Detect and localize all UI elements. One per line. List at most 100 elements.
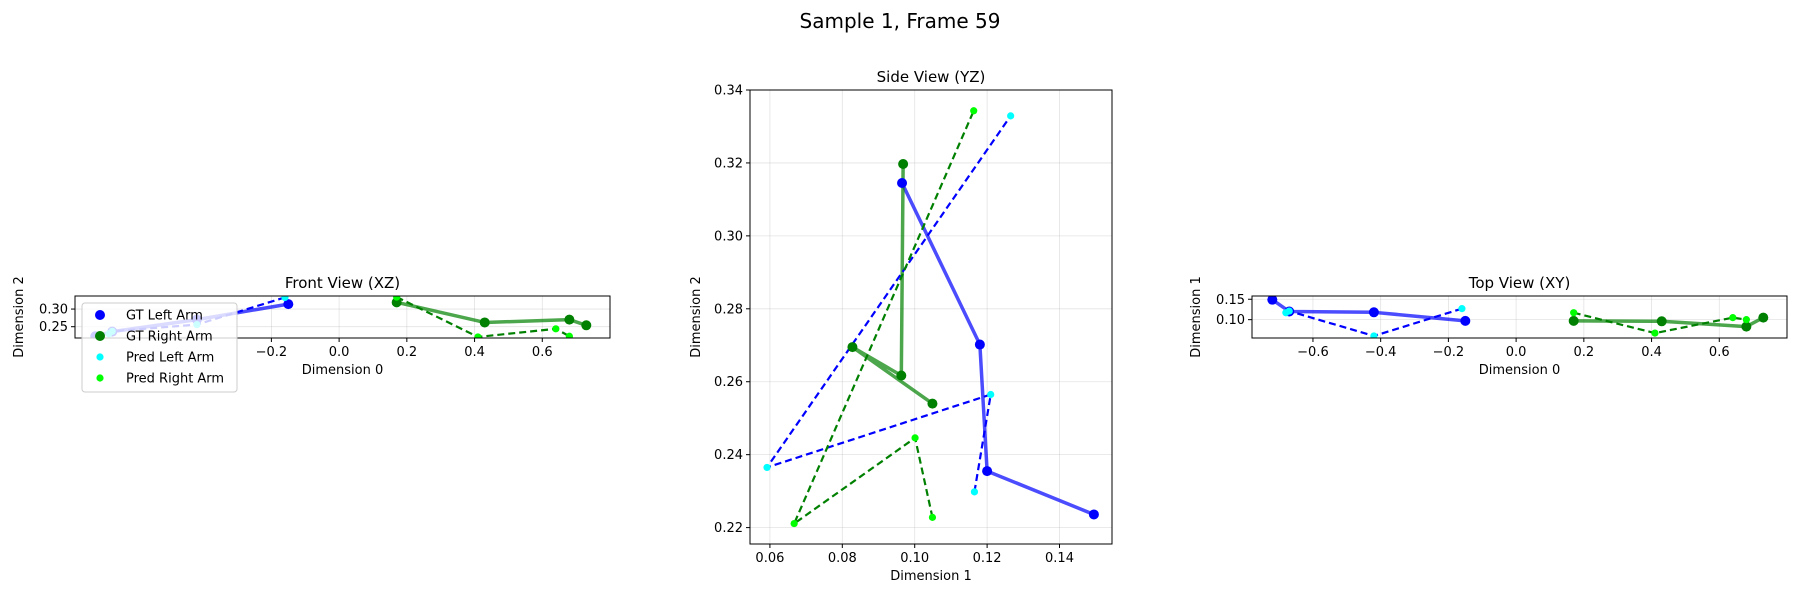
side-ylabel: Dimension 2 xyxy=(689,276,704,358)
top-point-pred-left-arm-1 xyxy=(1370,332,1378,338)
front-title: Front View (XZ) xyxy=(285,274,400,292)
side-ytick-label-4: 0.30 xyxy=(714,229,743,244)
top-title: Top View (XY) xyxy=(1468,274,1571,292)
front-point-pred-right-arm-1 xyxy=(474,333,482,338)
top-xtick-label-2: −0.2 xyxy=(1433,345,1465,360)
front-point-gt-left-arm-0 xyxy=(283,299,294,310)
side-title: Side View (YZ) xyxy=(877,68,986,86)
side-line-pred-right-arm xyxy=(791,110,975,527)
top-point-pred-right-arm-0 xyxy=(1570,309,1578,317)
side-xlabel: Dimension 1 xyxy=(890,569,972,584)
front-point-gt-right-arm-0 xyxy=(391,297,402,308)
top-ylabel: Dimension 1 xyxy=(1189,276,1204,358)
front-ytick-label-1: 0.30 xyxy=(39,303,68,318)
side-xtick-label-0: 0.06 xyxy=(755,551,784,566)
legend-marker-gt-left-arm xyxy=(95,310,105,320)
legend-label-pred-left-arm: Pred Left Arm xyxy=(126,351,214,366)
top-xtick-label-0: −0.6 xyxy=(1297,345,1329,360)
front-frame xyxy=(74,295,611,339)
side-point-gt-right-arm-0 xyxy=(898,159,909,170)
legend-label-gt-left-arm: GT Left Arm xyxy=(126,309,203,324)
side-xtick-label-2: 0.10 xyxy=(900,551,929,566)
front-xtick-label-0: −0.2 xyxy=(256,345,288,360)
side-point-gt-left-arm-1 xyxy=(974,339,985,350)
front-xtick-label-1: 0.0 xyxy=(329,345,350,360)
top-point-gt-left-arm-3 xyxy=(1267,296,1278,305)
side-xtick-label-1: 0.08 xyxy=(828,551,857,566)
front-point-gt-right-arm-2 xyxy=(564,314,575,325)
side-ytick-label-2: 0.26 xyxy=(714,375,743,390)
side-point-pred-right-arm-0 xyxy=(928,513,937,521)
top-point-gt-right-arm-3 xyxy=(1758,312,1769,323)
panels: −0.2 0.0 0.2 0.4 0.6 0.25 0.30 Front View (XZ) D… xyxy=(12,68,1788,584)
front-point-gt-right-arm-1 xyxy=(479,317,490,328)
top-line-pred-right-arm xyxy=(1573,311,1747,335)
front-point-pred-left-arm-0 xyxy=(281,296,289,302)
side-point-gt-right-arm-2 xyxy=(847,342,858,353)
top-point-gt-left-arm-0 xyxy=(1460,315,1471,326)
figure-suptitle: Sample 1, Frame 59 xyxy=(800,9,1001,33)
top-ytick-label-1: 0.15 xyxy=(1216,293,1245,308)
front-line-pred-right-arm xyxy=(396,296,570,338)
side-xtick-label-3: 0.12 xyxy=(973,551,1002,566)
side-point-gt-left-arm-3 xyxy=(1088,509,1099,520)
side-ytick-label-6: 0.34 xyxy=(714,84,743,99)
side-line-gt-left-arm xyxy=(900,181,1096,517)
top-point-pred-right-arm-2 xyxy=(1729,314,1737,322)
front-point-pred-right-arm-3 xyxy=(565,332,573,338)
side-point-pred-left-arm-0 xyxy=(970,488,979,496)
front-xtick-label-2: 0.2 xyxy=(396,345,417,360)
legend-label-gt-right-arm: GT Right Arm xyxy=(126,330,213,345)
front-ytick-label-0: 0.25 xyxy=(39,320,68,335)
top-ytick-label-0: 0.10 xyxy=(1216,313,1245,328)
top-point-pred-left-arm-0 xyxy=(1458,305,1466,313)
side-frame xyxy=(749,89,1113,545)
top-xtick-label-3: 0.0 xyxy=(1506,345,1527,360)
side-point-pred-right-arm-3 xyxy=(970,107,978,115)
side-point-pred-left-arm-3 xyxy=(1007,112,1015,120)
front-ylabel: Dimension 2 xyxy=(12,276,27,358)
side-ytick-label-0: 0.22 xyxy=(714,521,743,536)
top-point-gt-left-arm-1 xyxy=(1368,307,1379,318)
top-point-pred-right-arm-1 xyxy=(1651,329,1659,337)
panel-top: −0.6 −0.4 −0.2 0.0 0.2 0.4 0.6 0.10 0.15 Top View… xyxy=(1189,274,1788,378)
top-xtick-label-4: 0.2 xyxy=(1573,345,1594,360)
top-xtick-label-5: 0.4 xyxy=(1641,345,1662,360)
top-data xyxy=(1267,296,1769,338)
side-data xyxy=(763,107,1099,528)
side-line-pred-left-arm xyxy=(764,115,1012,493)
legend-label-pred-right-arm: Pred Right Arm xyxy=(126,372,224,387)
front-xtick-label-3: 0.4 xyxy=(464,345,485,360)
side-point-gt-left-arm-2 xyxy=(982,466,993,477)
legend-marker-pred-left-arm xyxy=(96,353,104,361)
top-point-pred-left-arm-3 xyxy=(1282,309,1290,317)
front-line-gt-right-arm xyxy=(394,300,589,328)
top-point-gt-right-arm-2 xyxy=(1741,321,1752,332)
side-point-gt-left-arm-0 xyxy=(897,177,908,188)
side-ytick-label-1: 0.24 xyxy=(714,448,743,463)
legend-marker-gt-right-arm xyxy=(95,331,105,341)
top-point-pred-right-arm-3 xyxy=(1742,316,1750,324)
side-xtick-label-4: 0.14 xyxy=(1045,551,1074,566)
legend-frame xyxy=(81,302,238,393)
side-line-gt-right-arm xyxy=(850,162,935,406)
side-point-pred-right-arm-2 xyxy=(790,519,798,528)
side-point-pred-right-arm-1 xyxy=(911,434,919,442)
side-point-pred-left-arm-2 xyxy=(763,463,771,472)
top-point-gt-right-arm-0 xyxy=(1568,315,1579,326)
legend-marker-pred-right-arm xyxy=(96,374,104,382)
front-xlabel: Dimension 0 xyxy=(302,363,384,378)
front-point-pred-right-arm-0 xyxy=(393,296,401,301)
top-line-gt-left-arm xyxy=(1270,297,1468,323)
top-xtick-label-6: 0.6 xyxy=(1709,345,1730,360)
side-point-gt-right-arm-3 xyxy=(927,398,938,409)
top-point-gt-right-arm-1 xyxy=(1656,316,1667,327)
front-point-gt-right-arm-3 xyxy=(581,320,592,331)
side-point-gt-right-arm-1 xyxy=(896,370,907,381)
legend: GT Left Arm GT Right Arm Pred Left Arm Pred… xyxy=(81,302,238,393)
top-xlabel: Dimension 0 xyxy=(1479,363,1561,378)
front-point-pred-right-arm-2 xyxy=(552,325,560,333)
front-xtick-label-4: 0.6 xyxy=(532,345,553,360)
side-ytick-label-3: 0.28 xyxy=(714,302,743,317)
